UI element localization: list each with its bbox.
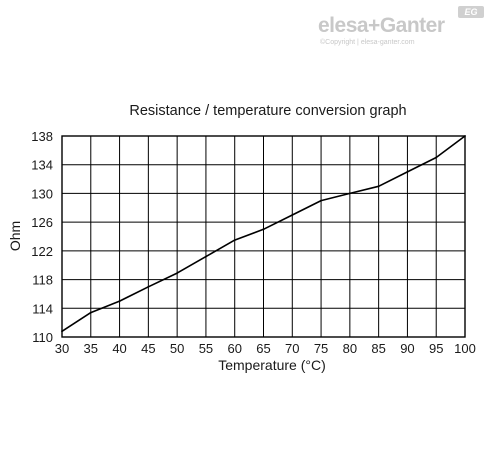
y-tick-label: 134 [31,158,53,173]
plot-frame [61,135,466,338]
x-tick-label: 65 [256,341,270,356]
y-tick-label: 130 [31,186,53,201]
x-tick-label: 70 [285,341,299,356]
y-axis-label: Ohm [7,221,23,251]
data-point [118,300,121,303]
data-point [262,228,265,231]
brand-logo: elesa+Ganter EG ©Copyright | elesa-gante… [318,6,484,52]
x-tick-label: 45 [141,341,155,356]
x-axis-ticks: 30 35 40 45 50 55 60 65 70 75 80 85 90 95 100 [55,341,476,356]
y-tick-label: 122 [31,244,53,259]
data-point [147,285,150,288]
data-point [435,156,438,159]
x-tick-label: 30 [55,341,69,356]
x-tick-label: 60 [227,341,241,356]
data-point [320,199,322,202]
data-point [233,239,236,241]
y-axis-ticks: 110 114 118 122 126 130 134 138 [31,129,53,345]
logo-badge: EG [458,6,484,18]
x-tick-label: 95 [429,341,443,356]
x-tick-label: 100 [454,341,476,356]
x-axis-label: Temperature (°C) [218,357,326,373]
logo-copyright: ©Copyright | elesa-ganter.com [320,39,415,46]
x-tick-label: 40 [112,341,126,356]
data-point [291,214,294,216]
y-tick-label: 118 [32,273,53,288]
x-tick-label: 50 [170,341,184,356]
data-point [406,170,409,173]
x-tick-label: 55 [199,341,213,356]
x-tick-label: 90 [400,341,414,356]
x-tick-label: 85 [371,341,385,356]
y-tick-label: 114 [32,301,53,316]
x-tick-label: 35 [84,341,98,356]
logo-wordmark: elesa+Ganter [318,14,445,37]
x-tick-label: 75 [314,341,328,356]
chart-grid [61,135,466,338]
chart-title: Resistance / temperature conversion grap… [129,103,406,119]
data-point [348,192,351,195]
data-point [205,255,207,258]
y-tick-label: 126 [31,215,53,230]
data-point [89,311,92,314]
data-point [377,185,380,188]
data-point [176,272,179,275]
y-tick-label: 110 [32,330,53,345]
y-tick-label: 138 [31,129,53,144]
x-tick-label: 80 [343,341,357,356]
